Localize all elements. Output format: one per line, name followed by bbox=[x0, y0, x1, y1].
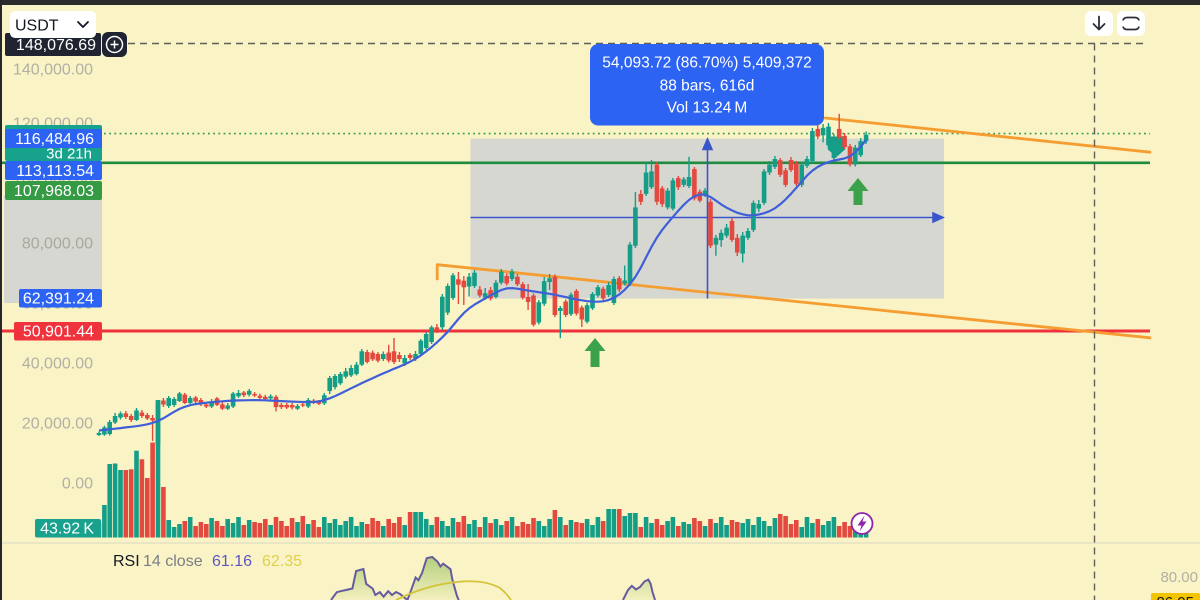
svg-text:116,484.96: 116,484.96 bbox=[15, 131, 94, 148]
svg-text:80.00: 80.00 bbox=[1160, 569, 1198, 586]
svg-text:113,113.54: 113,113.54 bbox=[16, 163, 94, 180]
svg-text:50,901.44: 50,901.44 bbox=[23, 324, 94, 341]
svg-text:RSI: RSI bbox=[113, 553, 140, 570]
svg-text:20,000.00: 20,000.00 bbox=[22, 416, 93, 433]
svg-text:107,968.03: 107,968.03 bbox=[14, 183, 94, 200]
svg-text:Vol 13.24 M: Vol 13.24 M bbox=[667, 100, 748, 117]
svg-text:62.35: 62.35 bbox=[262, 553, 302, 570]
svg-text:88 bars, 616d: 88 bars, 616d bbox=[660, 78, 755, 95]
svg-text:140,000.00: 140,000.00 bbox=[13, 62, 93, 79]
svg-text:40,000.00: 40,000.00 bbox=[22, 356, 93, 373]
svg-text:80,000.00: 80,000.00 bbox=[22, 236, 93, 253]
svg-text:86.05: 86.05 bbox=[1156, 594, 1194, 600]
svg-text:14 close: 14 close bbox=[143, 553, 203, 570]
svg-text:148,076.69: 148,076.69 bbox=[16, 37, 96, 54]
svg-text:54,093.72 (86.70%) 5,409,372: 54,093.72 (86.70%) 5,409,372 bbox=[602, 55, 811, 72]
svg-text:62,391.24: 62,391.24 bbox=[23, 291, 94, 308]
svg-text:0.00: 0.00 bbox=[62, 476, 93, 493]
svg-text:43.92 K: 43.92 K bbox=[40, 521, 94, 538]
svg-text:3d 21h: 3d 21h bbox=[46, 146, 92, 163]
svg-text:61.16: 61.16 bbox=[212, 553, 252, 570]
svg-text:USDT: USDT bbox=[15, 18, 59, 35]
